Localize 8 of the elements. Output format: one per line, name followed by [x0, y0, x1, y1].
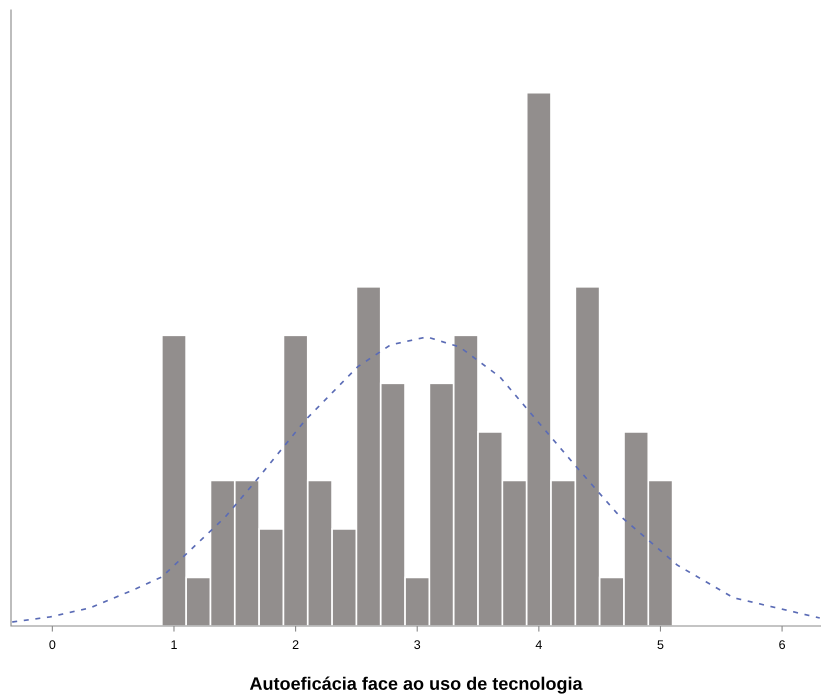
x-axis-title: Autoeficácia face ao uso de tecnologia: [250, 676, 583, 694]
x-tick-label: 0: [49, 640, 56, 650]
x-tick-label: 5: [657, 640, 664, 650]
x-tick-label: 1: [171, 640, 177, 649]
x-tick-label: 2: [292, 640, 298, 649]
x-tick-label: 6: [779, 640, 786, 650]
x-tick-label: 4: [536, 640, 542, 649]
x-tick-label: 3: [414, 640, 420, 650]
